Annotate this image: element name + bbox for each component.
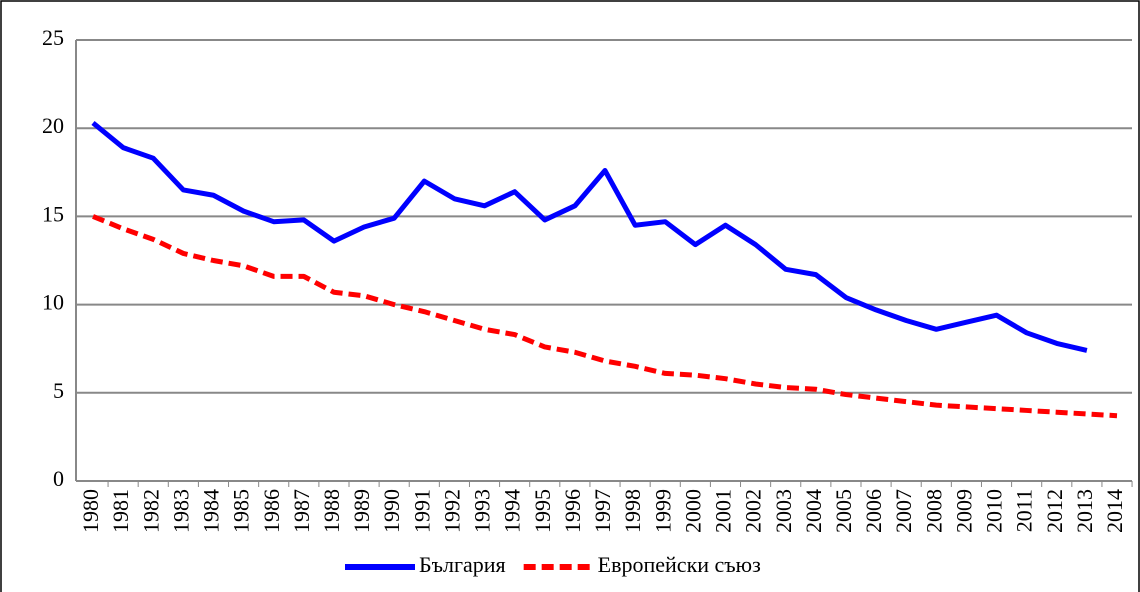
x-tick-label: 1986 — [259, 489, 284, 533]
y-tick-label: 5 — [53, 378, 64, 403]
x-tick-label: 1982 — [138, 489, 163, 533]
x-tick-label: 1995 — [530, 489, 555, 533]
x-tick-label: 1999 — [650, 489, 675, 533]
y-tick-label: 25 — [42, 25, 64, 50]
x-tick-label: 2006 — [861, 489, 886, 533]
x-tick-label: 1981 — [108, 489, 133, 533]
x-tick-label: 1989 — [349, 489, 374, 533]
legend-label: България — [419, 552, 506, 577]
y-tick-label: 0 — [53, 466, 64, 491]
x-tick-label: 2002 — [741, 489, 766, 533]
legend-label: Европейски съюз — [598, 552, 761, 577]
y-tick-label: 15 — [42, 201, 64, 226]
x-tick-label: 2012 — [1042, 489, 1067, 533]
x-tick-label: 2008 — [921, 489, 946, 533]
x-tick-label: 2005 — [831, 489, 856, 533]
x-tick-label: 2010 — [982, 489, 1007, 533]
series-line — [92, 214, 1118, 419]
x-tick-label: 1983 — [168, 489, 193, 533]
x-tick-label: 1985 — [229, 489, 254, 533]
series-line — [91, 120, 1088, 353]
x-tick-label: 1996 — [560, 489, 585, 533]
x-tick-label: 1990 — [379, 489, 404, 533]
x-tick-label: 1998 — [620, 489, 645, 533]
x-tick-label: 2001 — [711, 489, 736, 533]
x-tick-label: 2014 — [1102, 489, 1127, 533]
x-tick-label: 1987 — [289, 489, 314, 533]
x-tick-label: 2011 — [1012, 489, 1037, 532]
x-tick-label: 2000 — [680, 489, 705, 533]
x-tick-label: 1997 — [590, 489, 615, 533]
x-tick-label: 1993 — [470, 489, 495, 533]
x-tick-label: 1991 — [409, 489, 434, 533]
x-tick-label: 1994 — [500, 489, 525, 533]
x-tick-label: 2009 — [951, 489, 976, 533]
x-tick-label: 1984 — [199, 489, 224, 533]
y-tick-label: 20 — [42, 113, 64, 138]
x-tick-label: 1988 — [319, 489, 344, 533]
x-tick-label: 2004 — [801, 489, 826, 533]
x-tick-label: 1992 — [439, 489, 464, 533]
x-tick-label: 2003 — [771, 489, 796, 533]
x-tick-label: 2013 — [1072, 489, 1097, 533]
x-tick-label: 1980 — [78, 489, 103, 533]
y-tick-label: 10 — [42, 290, 64, 315]
x-tick-label: 2007 — [891, 489, 916, 533]
